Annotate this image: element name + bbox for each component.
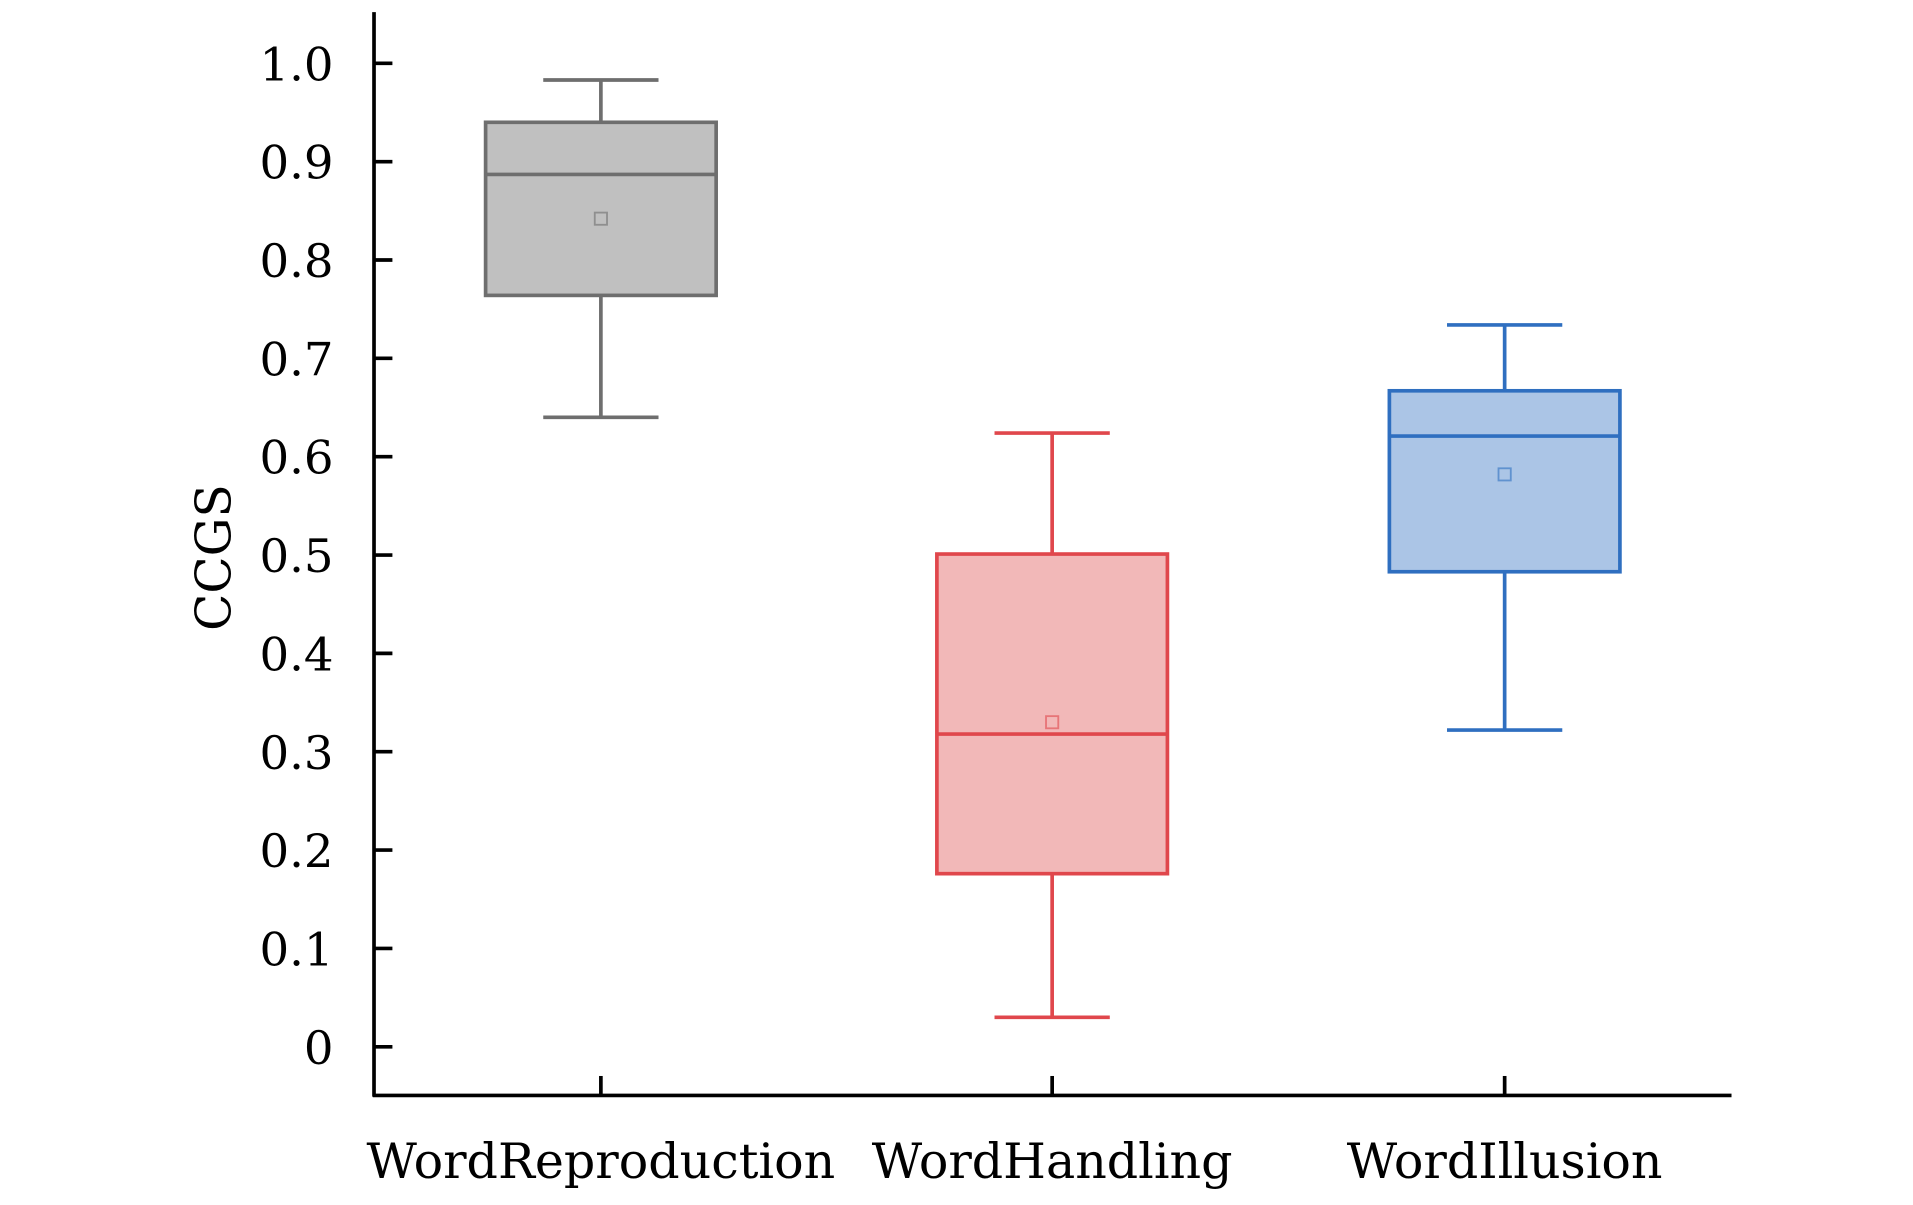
box-wordillusion [1387, 323, 1622, 732]
y-tick-label: 0.9 [259, 136, 333, 190]
iqr-box [935, 552, 1170, 876]
y-tick-label: 0.5 [259, 529, 333, 583]
x-tick-label: WordReproduction [367, 1133, 836, 1190]
y-tick-label: 0.1 [259, 923, 333, 977]
mean-marker [593, 211, 608, 226]
mean-marker [1045, 715, 1060, 730]
x-tick-label: WordHandling [872, 1133, 1233, 1190]
box-wordhandling [935, 431, 1170, 1020]
y-axis-label: CCGS [185, 484, 242, 631]
box-wordreproduction [483, 78, 718, 420]
y-tick-label: 0.8 [259, 234, 333, 288]
y-tick-label: 0 [304, 1021, 334, 1075]
y-tick-label: 0.2 [259, 824, 333, 878]
y-tick-label: 0.6 [259, 431, 333, 485]
mean-marker [1497, 467, 1512, 482]
y-tick-label: 0.7 [259, 333, 333, 387]
y-tick-label: 0.3 [259, 726, 333, 780]
y-tick-label: 0.4 [259, 628, 333, 682]
y-tick-label: 1.0 [259, 37, 333, 91]
x-tick-label: WordIllusion [1347, 1133, 1663, 1190]
iqr-box [483, 120, 718, 298]
